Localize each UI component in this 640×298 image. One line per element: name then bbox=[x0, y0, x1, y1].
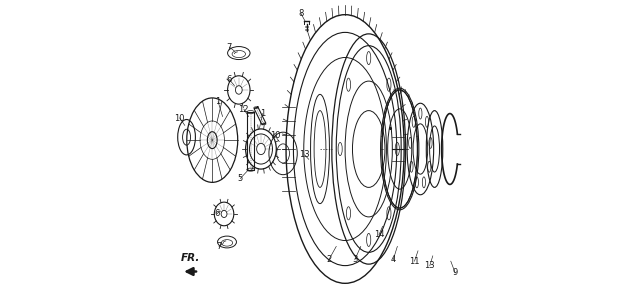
Text: 10: 10 bbox=[175, 114, 185, 122]
Text: 8: 8 bbox=[298, 9, 303, 18]
Text: 13: 13 bbox=[300, 150, 310, 159]
Text: 5: 5 bbox=[237, 174, 243, 183]
Text: 7: 7 bbox=[227, 43, 232, 52]
Text: 3: 3 bbox=[352, 255, 358, 264]
Text: 6: 6 bbox=[214, 209, 220, 218]
Text: 4: 4 bbox=[390, 255, 396, 264]
Text: 6: 6 bbox=[227, 75, 232, 84]
Text: 7: 7 bbox=[216, 242, 221, 251]
Text: FR.: FR. bbox=[181, 253, 200, 263]
Text: 2: 2 bbox=[326, 255, 332, 264]
Text: 1: 1 bbox=[216, 97, 221, 106]
Text: 1: 1 bbox=[260, 109, 265, 118]
Text: 13: 13 bbox=[424, 261, 435, 270]
Text: 10: 10 bbox=[270, 131, 280, 140]
Text: 11: 11 bbox=[409, 257, 420, 266]
Text: 9: 9 bbox=[452, 268, 458, 277]
Text: 12: 12 bbox=[239, 105, 249, 114]
Text: 14: 14 bbox=[374, 230, 384, 239]
